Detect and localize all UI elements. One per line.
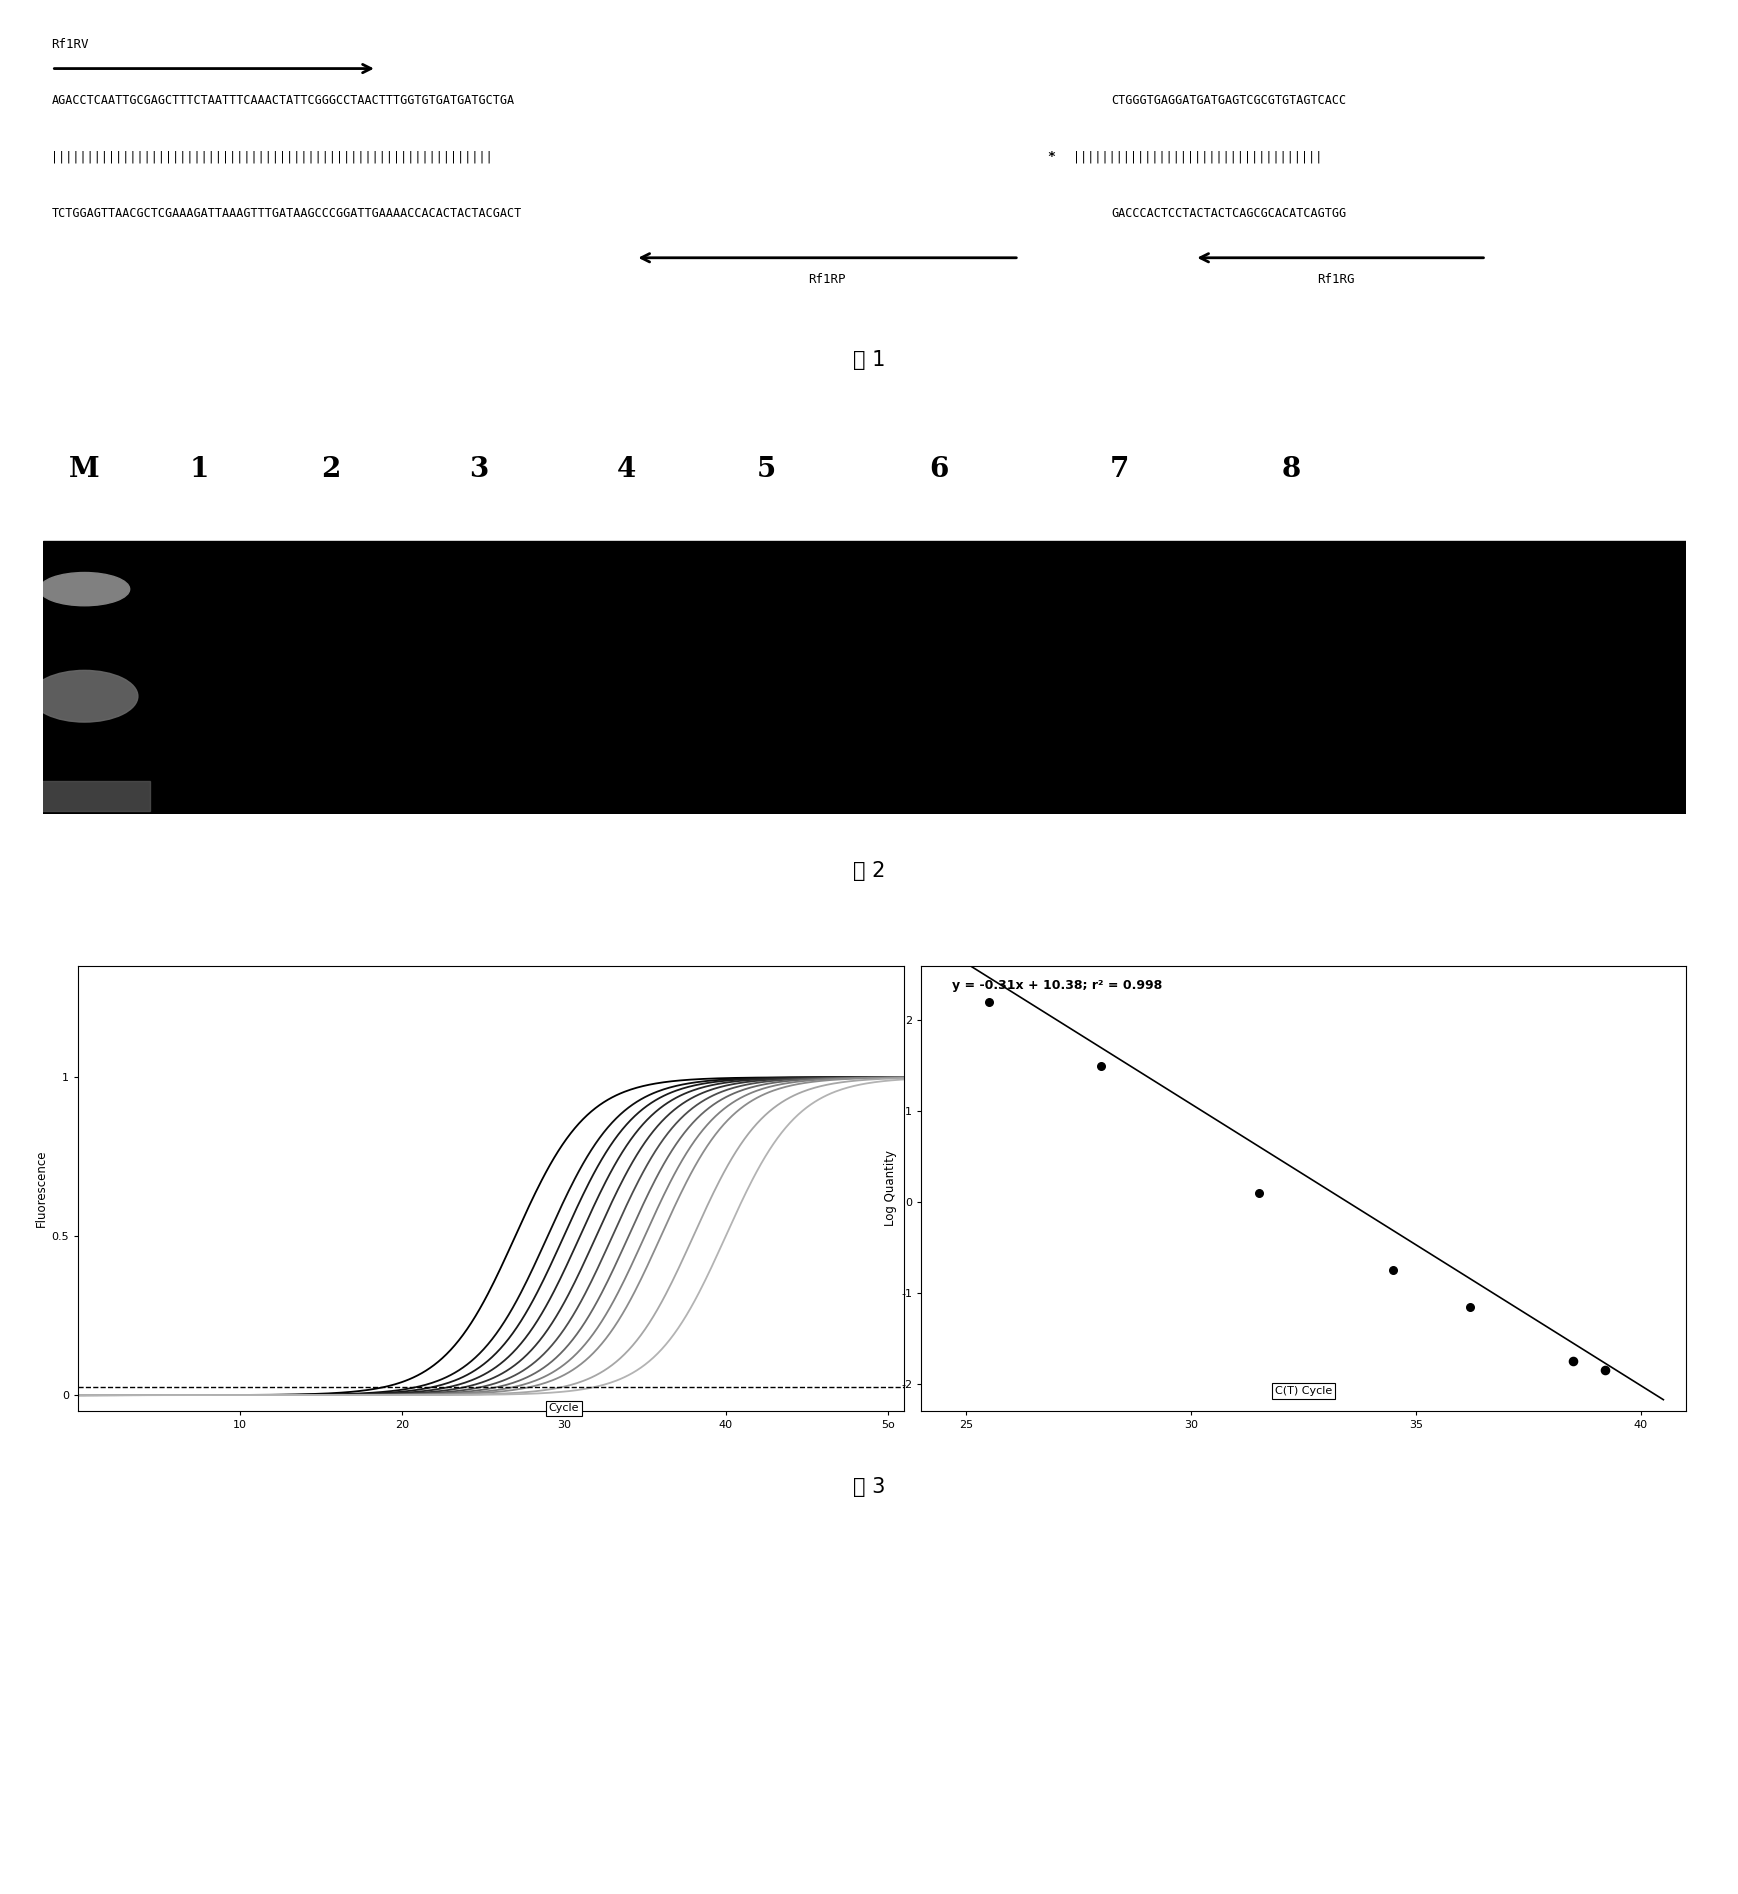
Text: 3: 3 — [469, 456, 488, 483]
Text: 2: 2 — [322, 456, 341, 483]
Point — [1380, 1256, 1408, 1286]
Text: 6: 6 — [928, 456, 949, 483]
Point — [1590, 1354, 1618, 1385]
Text: TCTGGAGTTAACGCTCGAAAGATTAAAGTTTGATAAGCCCGGATTGAAAACCACACTACTACGACT: TCTGGAGTTAACGCTCGAAAGATTAAAGTTTGATAAGCCC… — [52, 206, 521, 220]
Text: 1: 1 — [189, 456, 209, 483]
Text: 图 3: 图 3 — [853, 1477, 885, 1496]
Text: M: M — [70, 456, 99, 483]
Text: 8: 8 — [1283, 456, 1302, 483]
Text: 图 2: 图 2 — [853, 862, 885, 881]
Text: Rf1RG: Rf1RG — [1317, 273, 1356, 286]
Y-axis label: Log Quantity: Log Quantity — [885, 1150, 897, 1227]
Text: Cycle: Cycle — [549, 1403, 579, 1413]
Bar — [19, 780, 149, 811]
Text: C(T) Cycle: C(T) Cycle — [1276, 1386, 1331, 1396]
Text: 图 1: 图 1 — [853, 350, 885, 369]
Text: Rf1RP: Rf1RP — [808, 273, 846, 286]
Point — [1088, 1051, 1116, 1081]
Ellipse shape — [31, 670, 137, 722]
Text: *: * — [1048, 150, 1055, 163]
Text: y = -0.31x + 10.38; r² = 0.998: y = -0.31x + 10.38; r² = 0.998 — [952, 979, 1163, 992]
Point — [1456, 1292, 1484, 1322]
Ellipse shape — [40, 572, 130, 606]
Text: 5: 5 — [756, 456, 775, 483]
Text: ||||||||||||||||||||||||||||||||||||||||||||||||||||||||||||||: ||||||||||||||||||||||||||||||||||||||||… — [52, 150, 494, 163]
Text: 7: 7 — [1109, 456, 1130, 483]
Text: AGACCTCAATTGCGAGCTTTCTAATTTCAAACTATTCGGGCCTAACTTTGGTGTGATGATGCTGA: AGACCTCAATTGCGAGCTTTCTAATTTCAAACTATTCGGG… — [52, 95, 514, 108]
Bar — [43, 542, 1686, 814]
Text: 4: 4 — [617, 456, 636, 483]
Text: Rf1RV: Rf1RV — [52, 38, 89, 51]
Text: CTGGGTGAGGATGATGAGTCGCGTGTAGTCACC: CTGGGTGAGGATGATGAGTCGCGTGTAGTCACC — [1111, 95, 1345, 108]
Text: |||||||||||||||||||||||||||||||||||: ||||||||||||||||||||||||||||||||||| — [1072, 150, 1323, 163]
Text: GACCCACTCCTACTACTCAGCGCACATCAGTGG: GACCCACTCCTACTACTCAGCGCACATCAGTGG — [1111, 206, 1345, 220]
Point — [975, 987, 1003, 1017]
Point — [1244, 1178, 1272, 1208]
Point — [1559, 1347, 1587, 1377]
Y-axis label: Fluorescence: Fluorescence — [35, 1150, 47, 1227]
